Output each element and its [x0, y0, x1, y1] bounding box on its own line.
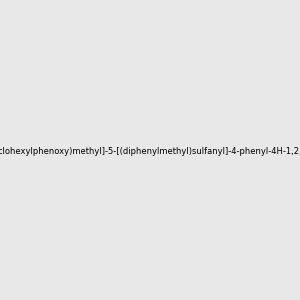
Text: 3-[(4-cyclohexylphenoxy)methyl]-5-[(diphenylmethyl)sulfanyl]-4-phenyl-4H-1,2,4-t: 3-[(4-cyclohexylphenoxy)methyl]-5-[(diph… — [0, 147, 300, 156]
